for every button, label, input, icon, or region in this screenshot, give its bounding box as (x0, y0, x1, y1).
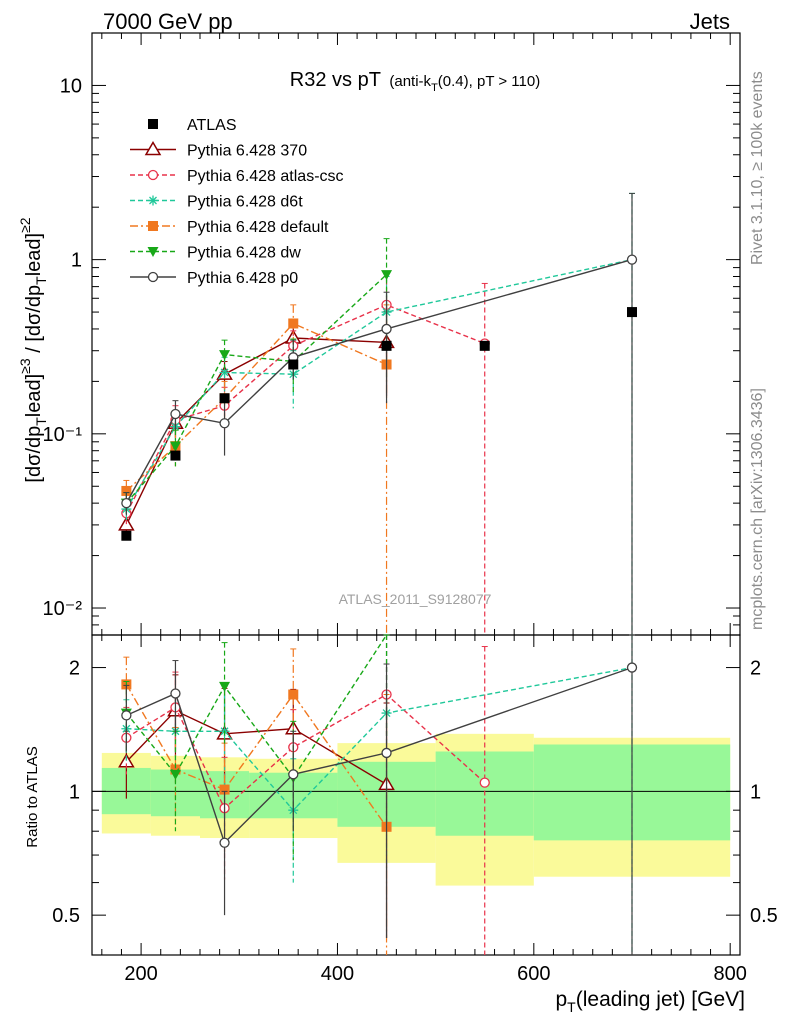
x-tick-label-200: 200 (124, 963, 157, 985)
legend-marker (144, 141, 162, 156)
x-axis-label: pT(leading jet) [GeV] (555, 988, 745, 1015)
ratio-point (169, 769, 181, 780)
series-line (125, 258, 633, 510)
legend: ATLAS Pythia 6.428 370 Pythia 6.428 atlas-… (130, 117, 344, 287)
x-tick-label-600: 600 (517, 963, 550, 985)
point (288, 359, 299, 370)
series-line (125, 258, 633, 504)
point (479, 340, 490, 351)
ratio-y-label: Ratio to ATLAS (24, 746, 41, 847)
legend-marker (147, 271, 159, 283)
chart-title-sub: T (431, 82, 438, 94)
ratio-point (121, 710, 132, 721)
point (626, 254, 638, 265)
ratio-point (479, 777, 490, 788)
point (219, 350, 231, 361)
chart-title-post: (0.4), pT > 110) (438, 73, 540, 90)
ratio-plot-data (118, 634, 638, 955)
side-text-bottom: mcplots.cern.ch [arXiv:1306.3436] (749, 388, 766, 630)
ratio-point (288, 769, 299, 780)
point (381, 270, 393, 281)
x-tick-label-800: 800 (713, 963, 746, 985)
point (381, 323, 392, 335)
ratio-tick-label-left-2: 2 (69, 658, 80, 680)
chart-title-main: R32 vs pT (290, 69, 381, 91)
legend-marker (148, 195, 158, 206)
x-tick-label-400: 400 (321, 963, 354, 985)
point (219, 418, 230, 429)
legend-label-3: Pythia 6.428 d6t (187, 194, 303, 211)
point (288, 318, 299, 329)
y-tick-label-0: 10⁻² (43, 598, 83, 620)
point (170, 408, 181, 420)
ratio-point (219, 681, 231, 692)
chart-title-pre: (anti-k (389, 73, 431, 90)
legend-label-6: Pythia 6.428 p0 (187, 270, 298, 287)
ratio-tick-label-right-0.5: 0.5 (750, 905, 778, 927)
legend-entry-3: Pythia 6.428 d6t (130, 194, 303, 211)
point (381, 340, 392, 351)
point (169, 441, 181, 452)
ratio-line (126, 693, 486, 810)
legend-label-2: Pythia 6.428 atlas-csc (187, 168, 344, 185)
axes: 200 400 600 800 10⁻² 10⁻¹ 1 10 0.5 0.5 1 1 2 2 (43, 32, 778, 985)
point (121, 497, 132, 509)
point (219, 393, 230, 404)
point (170, 450, 181, 461)
point (121, 530, 132, 541)
ratio-line (126, 666, 633, 844)
ratio-tick-label-right-1: 1 (750, 781, 761, 803)
ratio-line (126, 666, 633, 812)
legend-entry-2: Pythia 6.428 atlas-csc (130, 168, 344, 185)
side-text-top: Rivet 3.1.10, ≥ 100k events (749, 71, 766, 265)
y-tick-label-1: 10⁻¹ (43, 424, 83, 446)
ratio-tick-label-right-2: 2 (750, 658, 761, 680)
ratio-point (626, 662, 638, 673)
watermark: ATLAS_2011_S9128077 (339, 591, 492, 607)
y-tick-label-2: 1 (71, 250, 82, 272)
legend-entry-5: Pythia 6.428 dw (130, 245, 301, 262)
ratio-point (219, 837, 230, 848)
legend-marker (147, 169, 159, 181)
legend-entry-6: Pythia 6.428 p0 (130, 270, 298, 287)
series-atlas (121, 307, 637, 541)
point (627, 307, 637, 318)
legend-marker (148, 119, 158, 129)
ratio-point (170, 688, 181, 699)
chart-title: R32 vs pT (anti-kT(0.4), pT > 110) (290, 69, 540, 94)
y-tick-label-3: 10 (60, 75, 82, 97)
legend-entry-0: ATLAS (148, 117, 237, 134)
legend-entry-1: Pythia 6.428 370 (130, 141, 307, 160)
legend-label-0: ATLAS (187, 117, 237, 134)
legend-label-1: Pythia 6.428 370 (187, 143, 307, 160)
legend-entry-4: Pythia 6.428 default (130, 219, 329, 236)
ratio-tick-label-left-0.5: 0.5 (52, 905, 80, 927)
legend-marker (147, 247, 159, 257)
ratio-point (219, 784, 230, 795)
header-left: 7000 GeV pp (103, 9, 233, 34)
series-line (125, 304, 485, 514)
legend-marker (148, 221, 158, 231)
ratio-series-pythia-6-428-p0 (121, 634, 638, 955)
main-plot-data (118, 192, 638, 635)
header-right: Jets (690, 9, 730, 34)
ratio-point (170, 764, 181, 775)
ratio-tick-label-left-1: 1 (69, 781, 80, 803)
y-axis-label: [dσ/dpTlead]≥3 / [dσ/dpTlead]≥2 (17, 217, 49, 482)
legend-label-4: Pythia 6.428 default (187, 219, 329, 236)
point (121, 485, 132, 496)
y-axis-label-text: [dσ/dpTlead]≥3 / [dσ/dpTlead]≥2 (17, 217, 49, 482)
legend-label-5: Pythia 6.428 dw (187, 245, 301, 262)
ratio-point (381, 747, 392, 759)
ratio-point (288, 689, 299, 700)
